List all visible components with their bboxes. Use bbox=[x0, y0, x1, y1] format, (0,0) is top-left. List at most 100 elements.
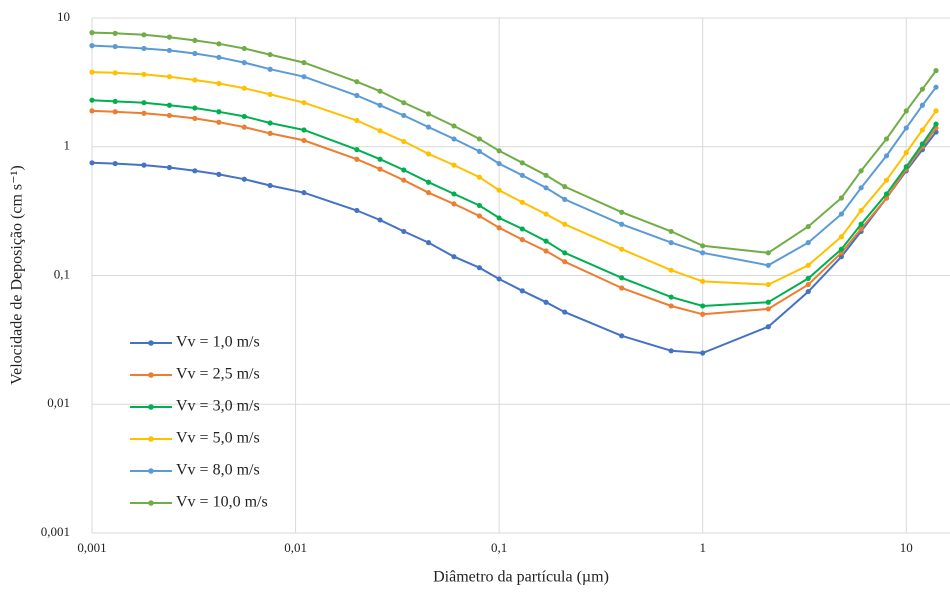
data-point bbox=[700, 350, 706, 356]
data-point bbox=[496, 276, 502, 282]
data-point bbox=[519, 199, 525, 205]
data-point bbox=[401, 167, 407, 173]
x-tick-label: 1 bbox=[699, 540, 706, 555]
data-point bbox=[903, 125, 909, 131]
data-point bbox=[267, 130, 273, 136]
data-point bbox=[216, 54, 222, 60]
legend-marker bbox=[148, 500, 154, 506]
data-point bbox=[401, 177, 407, 183]
data-point bbox=[192, 105, 198, 111]
data-point bbox=[141, 71, 147, 77]
data-point bbox=[919, 86, 925, 92]
data-point bbox=[141, 45, 147, 52]
data-point bbox=[241, 45, 247, 52]
legend-marker bbox=[148, 404, 154, 410]
data-point bbox=[354, 117, 360, 124]
data-point bbox=[301, 60, 307, 66]
data-point bbox=[919, 141, 925, 147]
legend-label: Vv = 1,0 m/s bbox=[176, 334, 260, 351]
legend-label: Vv = 8,0 m/s bbox=[176, 462, 260, 479]
data-point bbox=[805, 262, 811, 268]
data-point bbox=[496, 160, 502, 167]
data-point bbox=[543, 299, 549, 305]
data-point bbox=[451, 136, 457, 142]
data-point bbox=[619, 285, 625, 291]
data-point bbox=[166, 102, 172, 108]
data-point bbox=[301, 127, 307, 133]
data-point bbox=[401, 100, 407, 106]
data-point bbox=[858, 168, 864, 174]
plot-area bbox=[89, 30, 939, 356]
data-point bbox=[933, 108, 939, 114]
data-point bbox=[838, 211, 844, 217]
x-tick-label: 0,1 bbox=[491, 540, 507, 555]
data-point bbox=[562, 309, 568, 315]
y-tick-label: 1 bbox=[64, 138, 71, 153]
data-point bbox=[267, 182, 273, 189]
data-point bbox=[765, 262, 771, 268]
data-point bbox=[192, 168, 198, 174]
data-point bbox=[919, 102, 925, 108]
data-point bbox=[765, 250, 771, 256]
data-point bbox=[89, 30, 95, 36]
data-point bbox=[166, 47, 172, 54]
data-point bbox=[377, 128, 383, 134]
data-point bbox=[496, 148, 502, 154]
data-point bbox=[883, 191, 890, 197]
data-point bbox=[668, 267, 674, 273]
data-point bbox=[476, 136, 483, 142]
data-point bbox=[476, 174, 483, 180]
data-point bbox=[112, 30, 118, 36]
data-point bbox=[451, 123, 457, 129]
data-point bbox=[543, 185, 549, 191]
data-point bbox=[377, 156, 383, 162]
legend-label: Vv = 3,0 m/s bbox=[176, 398, 260, 415]
data-point bbox=[700, 243, 706, 249]
data-point bbox=[883, 136, 890, 142]
data-point bbox=[401, 112, 407, 119]
data-point bbox=[192, 50, 198, 57]
data-point bbox=[141, 110, 147, 116]
data-point bbox=[377, 102, 383, 108]
legend-marker bbox=[148, 372, 154, 378]
data-point bbox=[496, 215, 502, 221]
data-point bbox=[765, 324, 771, 330]
data-point bbox=[141, 32, 147, 38]
data-point bbox=[805, 281, 811, 288]
data-point bbox=[241, 124, 247, 130]
data-point bbox=[562, 196, 568, 203]
data-point bbox=[700, 303, 706, 309]
y-axis-title: Velocidade de Deposição (cm s⁻¹) bbox=[9, 165, 26, 384]
data-point bbox=[216, 109, 222, 115]
data-point bbox=[933, 84, 939, 90]
data-point bbox=[354, 92, 360, 99]
data-point bbox=[377, 88, 383, 94]
data-point bbox=[192, 37, 198, 43]
data-point bbox=[216, 41, 222, 47]
data-point bbox=[619, 209, 625, 215]
legend-label: Vv = 2,5 m/s bbox=[176, 366, 260, 383]
data-point bbox=[354, 147, 360, 153]
data-point bbox=[668, 294, 674, 300]
data-point bbox=[112, 98, 118, 105]
data-point bbox=[619, 333, 625, 339]
data-point bbox=[476, 148, 483, 155]
data-point bbox=[89, 43, 95, 49]
data-point bbox=[141, 162, 147, 168]
data-point bbox=[401, 228, 407, 235]
data-point bbox=[543, 172, 549, 178]
data-point bbox=[883, 153, 890, 159]
data-point bbox=[476, 265, 483, 271]
data-point bbox=[89, 160, 95, 166]
data-point bbox=[451, 191, 457, 197]
data-point bbox=[216, 80, 222, 87]
data-point bbox=[476, 202, 483, 209]
data-point bbox=[805, 240, 811, 246]
data-point bbox=[668, 240, 674, 246]
data-point bbox=[519, 237, 525, 243]
data-point bbox=[354, 207, 360, 214]
data-point bbox=[166, 74, 172, 80]
data-point bbox=[562, 250, 568, 256]
data-point bbox=[354, 79, 360, 85]
data-point bbox=[883, 177, 890, 183]
